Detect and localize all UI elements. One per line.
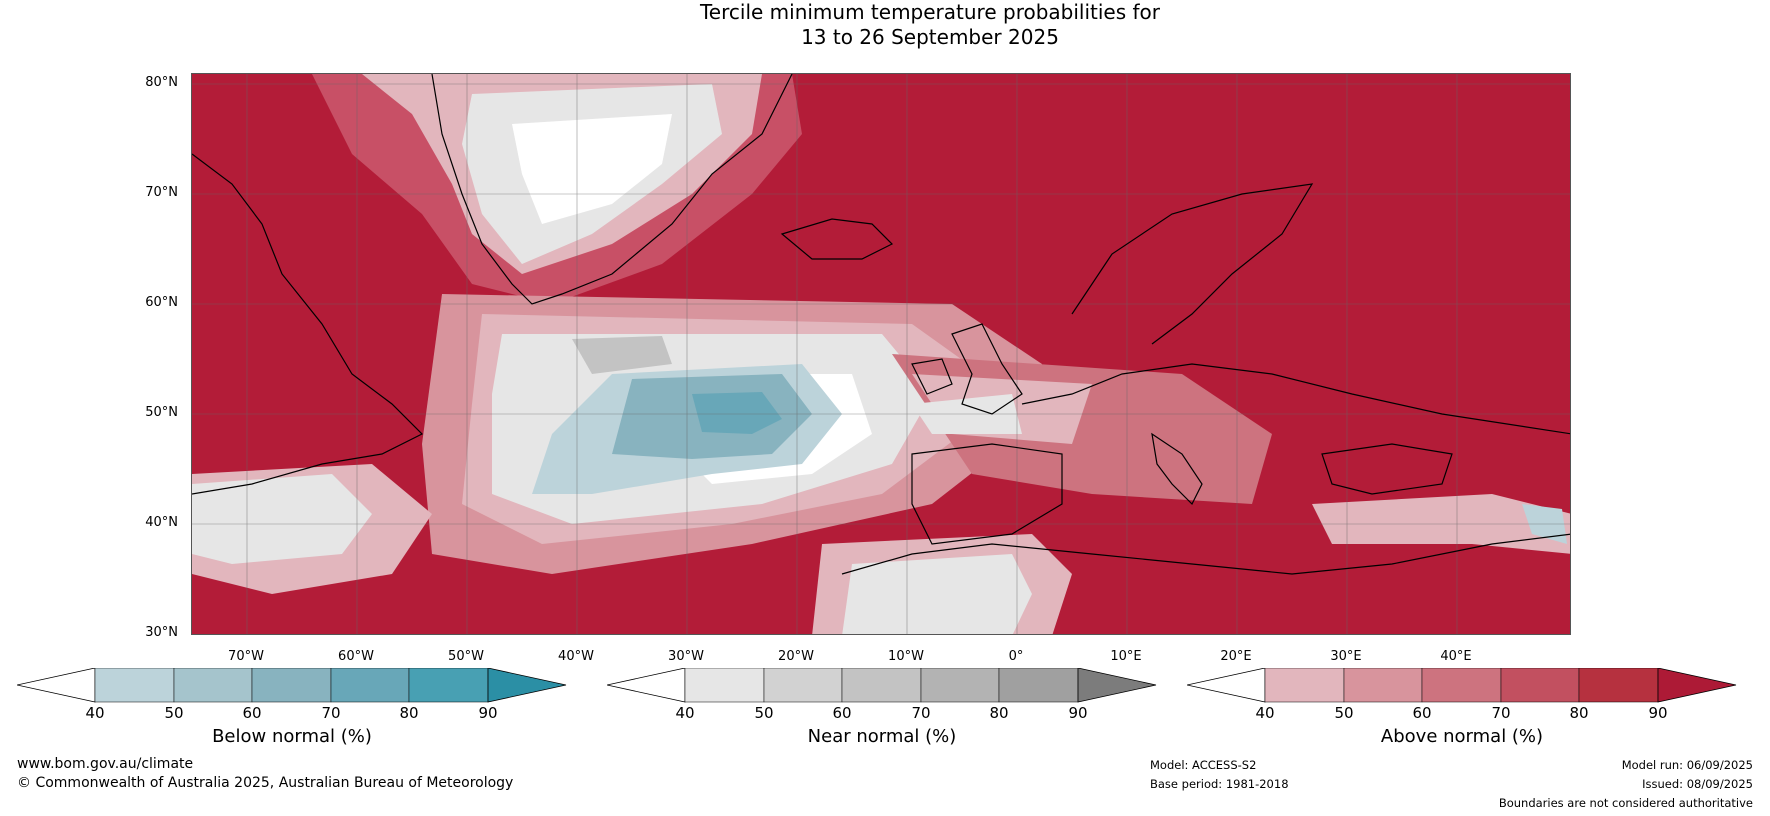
lon-label-30e: 30°E bbox=[1330, 649, 1362, 664]
colorbar-near-low-arrow bbox=[607, 668, 686, 703]
colorbar-near-bin-70 bbox=[920, 668, 1000, 703]
cbar-near-tick-90: 90 bbox=[1068, 704, 1088, 722]
colorbar-above-bin-70 bbox=[1500, 668, 1580, 703]
cbar-below-tick-80: 80 bbox=[399, 704, 419, 722]
cbar-near-label: Near normal (%) bbox=[807, 726, 957, 747]
lon-label-70w: 70°W bbox=[228, 649, 264, 664]
footer-issued: Issued: 08/09/2025 bbox=[1642, 777, 1753, 791]
cbar-near-tick-70: 70 bbox=[911, 704, 931, 722]
cbar-near-tick-60: 60 bbox=[832, 704, 852, 722]
colorbar-near bbox=[607, 668, 1157, 703]
scandinavia-coast bbox=[1071, 183, 1314, 345]
greenland-white-region bbox=[512, 114, 672, 224]
footer-model-run: Model run: 06/09/2025 bbox=[1621, 758, 1753, 772]
colorbar-above-bin-60 bbox=[1421, 668, 1502, 703]
cbar-above-tick-50: 50 bbox=[1334, 704, 1354, 722]
colorbar-below-bin-80 bbox=[408, 668, 489, 703]
colorbar-below-bin-40 bbox=[94, 668, 175, 703]
cbar-below-tick-70: 70 bbox=[321, 704, 341, 722]
lon-label-0: 0° bbox=[1008, 649, 1024, 664]
colorbar-above-high-arrow bbox=[1657, 668, 1737, 703]
footer-base-period: Base period: 1981-2018 bbox=[1150, 777, 1289, 791]
colorbar-above bbox=[1187, 668, 1737, 703]
lon-label-50w: 50°W bbox=[448, 649, 484, 664]
colorbar-below-low-arrow bbox=[17, 668, 96, 703]
lon-label-20w: 20°W bbox=[778, 649, 814, 664]
ireland-coast bbox=[911, 358, 953, 395]
footer-website[interactable]: www.bom.gov.au/climate bbox=[17, 756, 194, 772]
cbar-below-tick-50: 50 bbox=[164, 704, 184, 722]
colorbar-near-high-arrow bbox=[1077, 668, 1157, 703]
cbar-above-tick-80: 80 bbox=[1569, 704, 1589, 722]
colorbar-near-bin-60 bbox=[841, 668, 922, 703]
lon-label-10e: 10°E bbox=[1110, 649, 1142, 664]
cbar-below-tick-60: 60 bbox=[242, 704, 262, 722]
europe-coast bbox=[1021, 363, 1570, 435]
map-title: Tercile minimum temperature probabilitie… bbox=[0, 0, 1770, 50]
footer-model: Model: ACCESS-S2 bbox=[1150, 758, 1257, 772]
cbar-near-tick-40: 40 bbox=[675, 704, 695, 722]
map-panel bbox=[191, 73, 1571, 635]
map-title-line1: Tercile minimum temperature probabilitie… bbox=[699, 0, 1161, 24]
canada-coast bbox=[192, 153, 424, 495]
black-sea-coast bbox=[1321, 443, 1453, 495]
colorbar-near-bin-40 bbox=[684, 668, 765, 703]
uk-coast bbox=[951, 323, 1023, 415]
lat-label-70n: 70°N bbox=[145, 185, 178, 200]
colorbar-near-bin-50 bbox=[763, 668, 843, 703]
colorbar-below bbox=[17, 668, 567, 703]
lat-label-60n: 60°N bbox=[145, 295, 178, 310]
map-title-line2: 13 to 26 September 2025 bbox=[801, 25, 1059, 49]
coastlines bbox=[192, 74, 1570, 575]
probability-map bbox=[192, 74, 1570, 634]
iberia-coast bbox=[911, 443, 1063, 545]
cbar-below-tick-90: 90 bbox=[478, 704, 498, 722]
colorbar-below-bin-60 bbox=[251, 668, 332, 703]
cbar-near-tick-80: 80 bbox=[989, 704, 1009, 722]
colorbar-above-low-arrow bbox=[1187, 668, 1266, 703]
cbar-near-tick-50: 50 bbox=[754, 704, 774, 722]
colorbar-below-bin-50 bbox=[173, 668, 253, 703]
lat-label-50n: 50°N bbox=[145, 405, 178, 420]
colorbar-above-bin-40 bbox=[1264, 668, 1345, 703]
italy-coast bbox=[1151, 432, 1203, 506]
atlantic-gray-patch bbox=[572, 336, 672, 374]
iceland-coast bbox=[780, 218, 894, 260]
colorbar-below-bin-70 bbox=[330, 668, 410, 703]
footer-disclaimer: Boundaries are not considered authoritat… bbox=[1498, 796, 1753, 810]
lat-label-80n: 80°N bbox=[145, 75, 178, 90]
colorbar-above-bin-50 bbox=[1343, 668, 1423, 703]
cbar-below-tick-40: 40 bbox=[85, 704, 105, 722]
southwest-gray-region bbox=[192, 474, 372, 564]
north-africa-near-region bbox=[842, 554, 1032, 634]
lon-label-10w: 10°W bbox=[888, 649, 924, 664]
graticule bbox=[192, 74, 1570, 634]
cbar-above-tick-90: 90 bbox=[1648, 704, 1668, 722]
colorbar-above-bin-80 bbox=[1578, 668, 1659, 703]
lon-label-30w: 30°W bbox=[668, 649, 704, 664]
lat-label-30n: 30°N bbox=[145, 625, 178, 640]
greenland-coast bbox=[431, 74, 793, 305]
footer-copyright: © Commonwealth of Australia 2025, Austra… bbox=[17, 775, 514, 791]
lat-label-40n: 40°N bbox=[145, 515, 178, 530]
colorbar-near-bin-80 bbox=[998, 668, 1079, 703]
cbar-above-label: Above normal (%) bbox=[1380, 726, 1544, 747]
mediterranean-coast bbox=[841, 533, 1570, 575]
cbar-below-label: Below normal (%) bbox=[212, 726, 372, 747]
cbar-above-tick-40: 40 bbox=[1255, 704, 1275, 722]
lon-label-40e: 40°E bbox=[1440, 649, 1472, 664]
lon-label-20e: 20°E bbox=[1220, 649, 1252, 664]
cbar-above-tick-60: 60 bbox=[1412, 704, 1432, 722]
below-normal-region-3 bbox=[692, 392, 782, 434]
lon-label-40w: 40°W bbox=[558, 649, 594, 664]
colorbar-below-high-arrow bbox=[487, 668, 567, 703]
lon-label-60w: 60°W bbox=[338, 649, 374, 664]
cbar-above-tick-70: 70 bbox=[1491, 704, 1511, 722]
